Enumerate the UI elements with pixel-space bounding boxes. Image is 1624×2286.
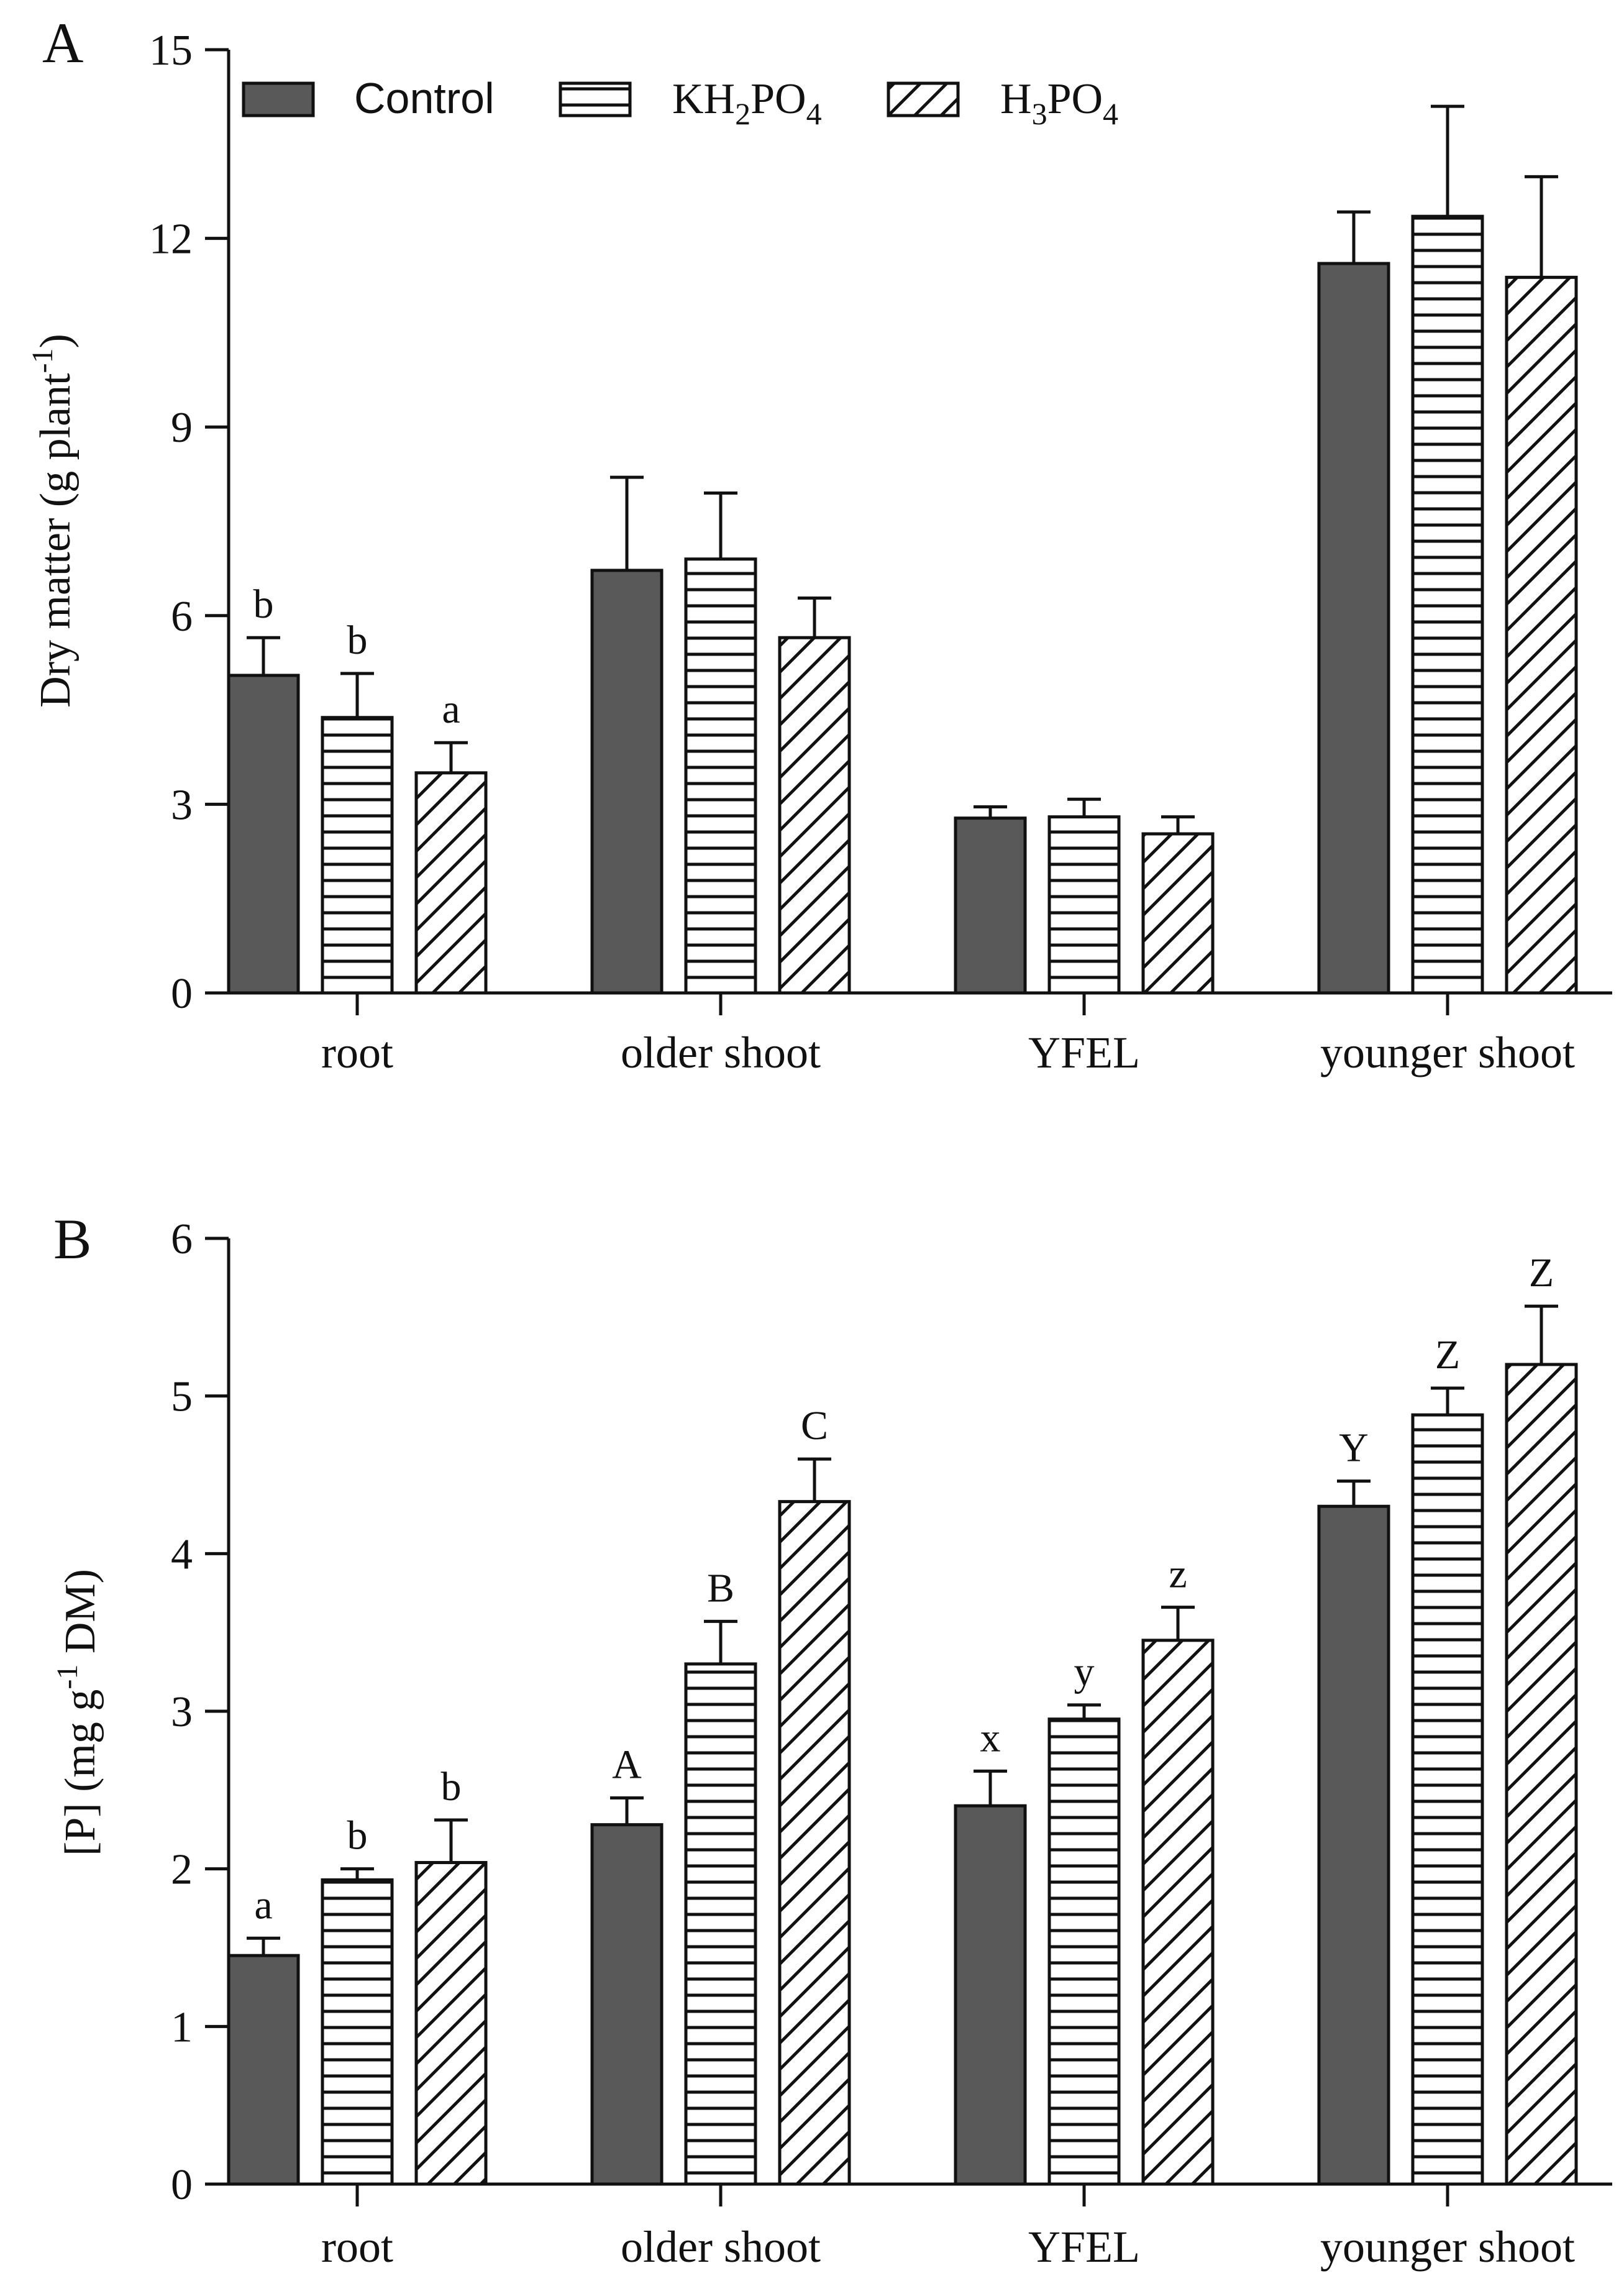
legend-swatch-h3po4: [887, 81, 960, 117]
legend-item-control: Control: [242, 74, 495, 122]
x-tick-label-older-shoot: older shoot: [621, 1028, 821, 1077]
x-tick-label-younger-shoot: younger shoot: [1320, 2222, 1575, 2272]
y-tick-label: 1: [171, 2003, 193, 2051]
legend-label-h3po4: H3PO4: [1000, 75, 1118, 131]
significance-letter: y: [1074, 1649, 1095, 1694]
bar-kh2po4-root: [321, 1878, 394, 2186]
bar-kh2po4-younger-shoot: [1411, 1413, 1484, 2186]
bar-control-yfel: [954, 1804, 1027, 2186]
x-tick-label-root: root: [321, 1028, 393, 1077]
y-tick-label: 2: [171, 1846, 193, 1894]
significance-letter: a: [254, 1882, 272, 1927]
legend-label-control: Control: [354, 74, 495, 122]
significance-letter: b: [253, 582, 274, 627]
bar-kh2po4-yfel: [1047, 815, 1121, 995]
bar-h3po4-older-shoot: [778, 636, 851, 995]
panel-a: A Dry matter (g plant-1) 0 3 6 9 12 15 root older…: [26, 11, 1612, 1077]
y-tick-label: 12: [149, 216, 193, 263]
bar-h3po4-younger-shoot: [1505, 275, 1578, 995]
significance-letter: Z: [1529, 1250, 1554, 1296]
x-tick-label-root: root: [321, 2222, 393, 2272]
x-tick-label-yfel: YFEL: [1028, 1028, 1140, 1077]
significance-letter: b: [347, 618, 368, 663]
y-tick-label: 15: [149, 27, 193, 75]
y-tick-label: 0: [171, 970, 193, 1018]
bar-control-younger-shoot: [1317, 1504, 1390, 2186]
panel-label: B: [53, 1207, 91, 1271]
bar-control-root: [227, 674, 300, 995]
significance-letter: A: [612, 1742, 642, 1788]
significance-letter: Y: [1339, 1425, 1369, 1471]
significance-letter: z: [1169, 1552, 1187, 1597]
x-tick-label-older-shoot: older shoot: [621, 2222, 821, 2272]
significance-letter: a: [442, 687, 460, 732]
bar-control-older-shoot: [590, 569, 664, 995]
significance-letter: x: [980, 1715, 1001, 1760]
legend-item-kh2po4: KH2PO4: [559, 75, 822, 131]
y-tick-label: 3: [171, 781, 193, 829]
bar-kh2po4-yfel: [1047, 1717, 1121, 2186]
y-tick-label: 4: [171, 1530, 193, 1578]
significance-letter: b: [441, 1764, 462, 1809]
y-tick-label: 0: [171, 2161, 193, 2209]
bar-kh2po4-younger-shoot: [1411, 214, 1484, 995]
bar-h3po4-yfel: [1141, 832, 1215, 995]
legend-swatch-kh2po4: [559, 81, 632, 117]
bar-h3po4-younger-shoot: [1505, 1363, 1578, 2186]
legend-swatch-control: [242, 81, 315, 117]
bar-h3po4-root: [414, 1861, 488, 2186]
y-tick-label: 6: [171, 593, 193, 641]
significance-letter: b: [347, 1813, 368, 1859]
bar-h3po4-root: [414, 771, 488, 995]
bar-control-older-shoot: [590, 1823, 664, 2186]
bar-kh2po4-older-shoot: [684, 1662, 757, 2186]
significance-letter: B: [707, 1565, 734, 1611]
bar-h3po4-older-shoot: [778, 1500, 851, 2186]
bar-kh2po4-root: [321, 716, 394, 995]
y-tick-label: 9: [171, 404, 193, 452]
bar-kh2po4-older-shoot: [684, 557, 757, 995]
significance-letter: Z: [1435, 1332, 1460, 1378]
legend-item-h3po4: H3PO4: [887, 75, 1118, 131]
bar-control-root: [227, 1954, 300, 2186]
bar-h3po4-yfel: [1141, 1639, 1215, 2186]
y-tick-label: 6: [171, 1215, 193, 1263]
y-axis-label: Dry matter (g plant-1): [26, 334, 80, 708]
significance-letter: C: [801, 1403, 828, 1448]
y-tick-label: 5: [171, 1373, 193, 1421]
legend: Control KH2PO4 H3PO4: [242, 74, 1118, 131]
bar-control-younger-shoot: [1317, 262, 1390, 995]
bar-control-yfel: [954, 816, 1027, 995]
x-tick-label-younger-shoot: younger shoot: [1320, 1028, 1575, 1077]
legend-label-kh2po4: KH2PO4: [672, 75, 822, 131]
panel-b: B [P] (mg g-1 DM) 0 1 2 3 4 5 6 root older shoot YF…: [51, 1207, 1612, 2272]
x-tick-label-yfel: YFEL: [1028, 2222, 1140, 2272]
y-axis-label: [P] (mg g-1 DM): [51, 1569, 104, 1856]
y-tick-label: 3: [171, 1688, 193, 1736]
panel-label: A: [42, 11, 83, 75]
